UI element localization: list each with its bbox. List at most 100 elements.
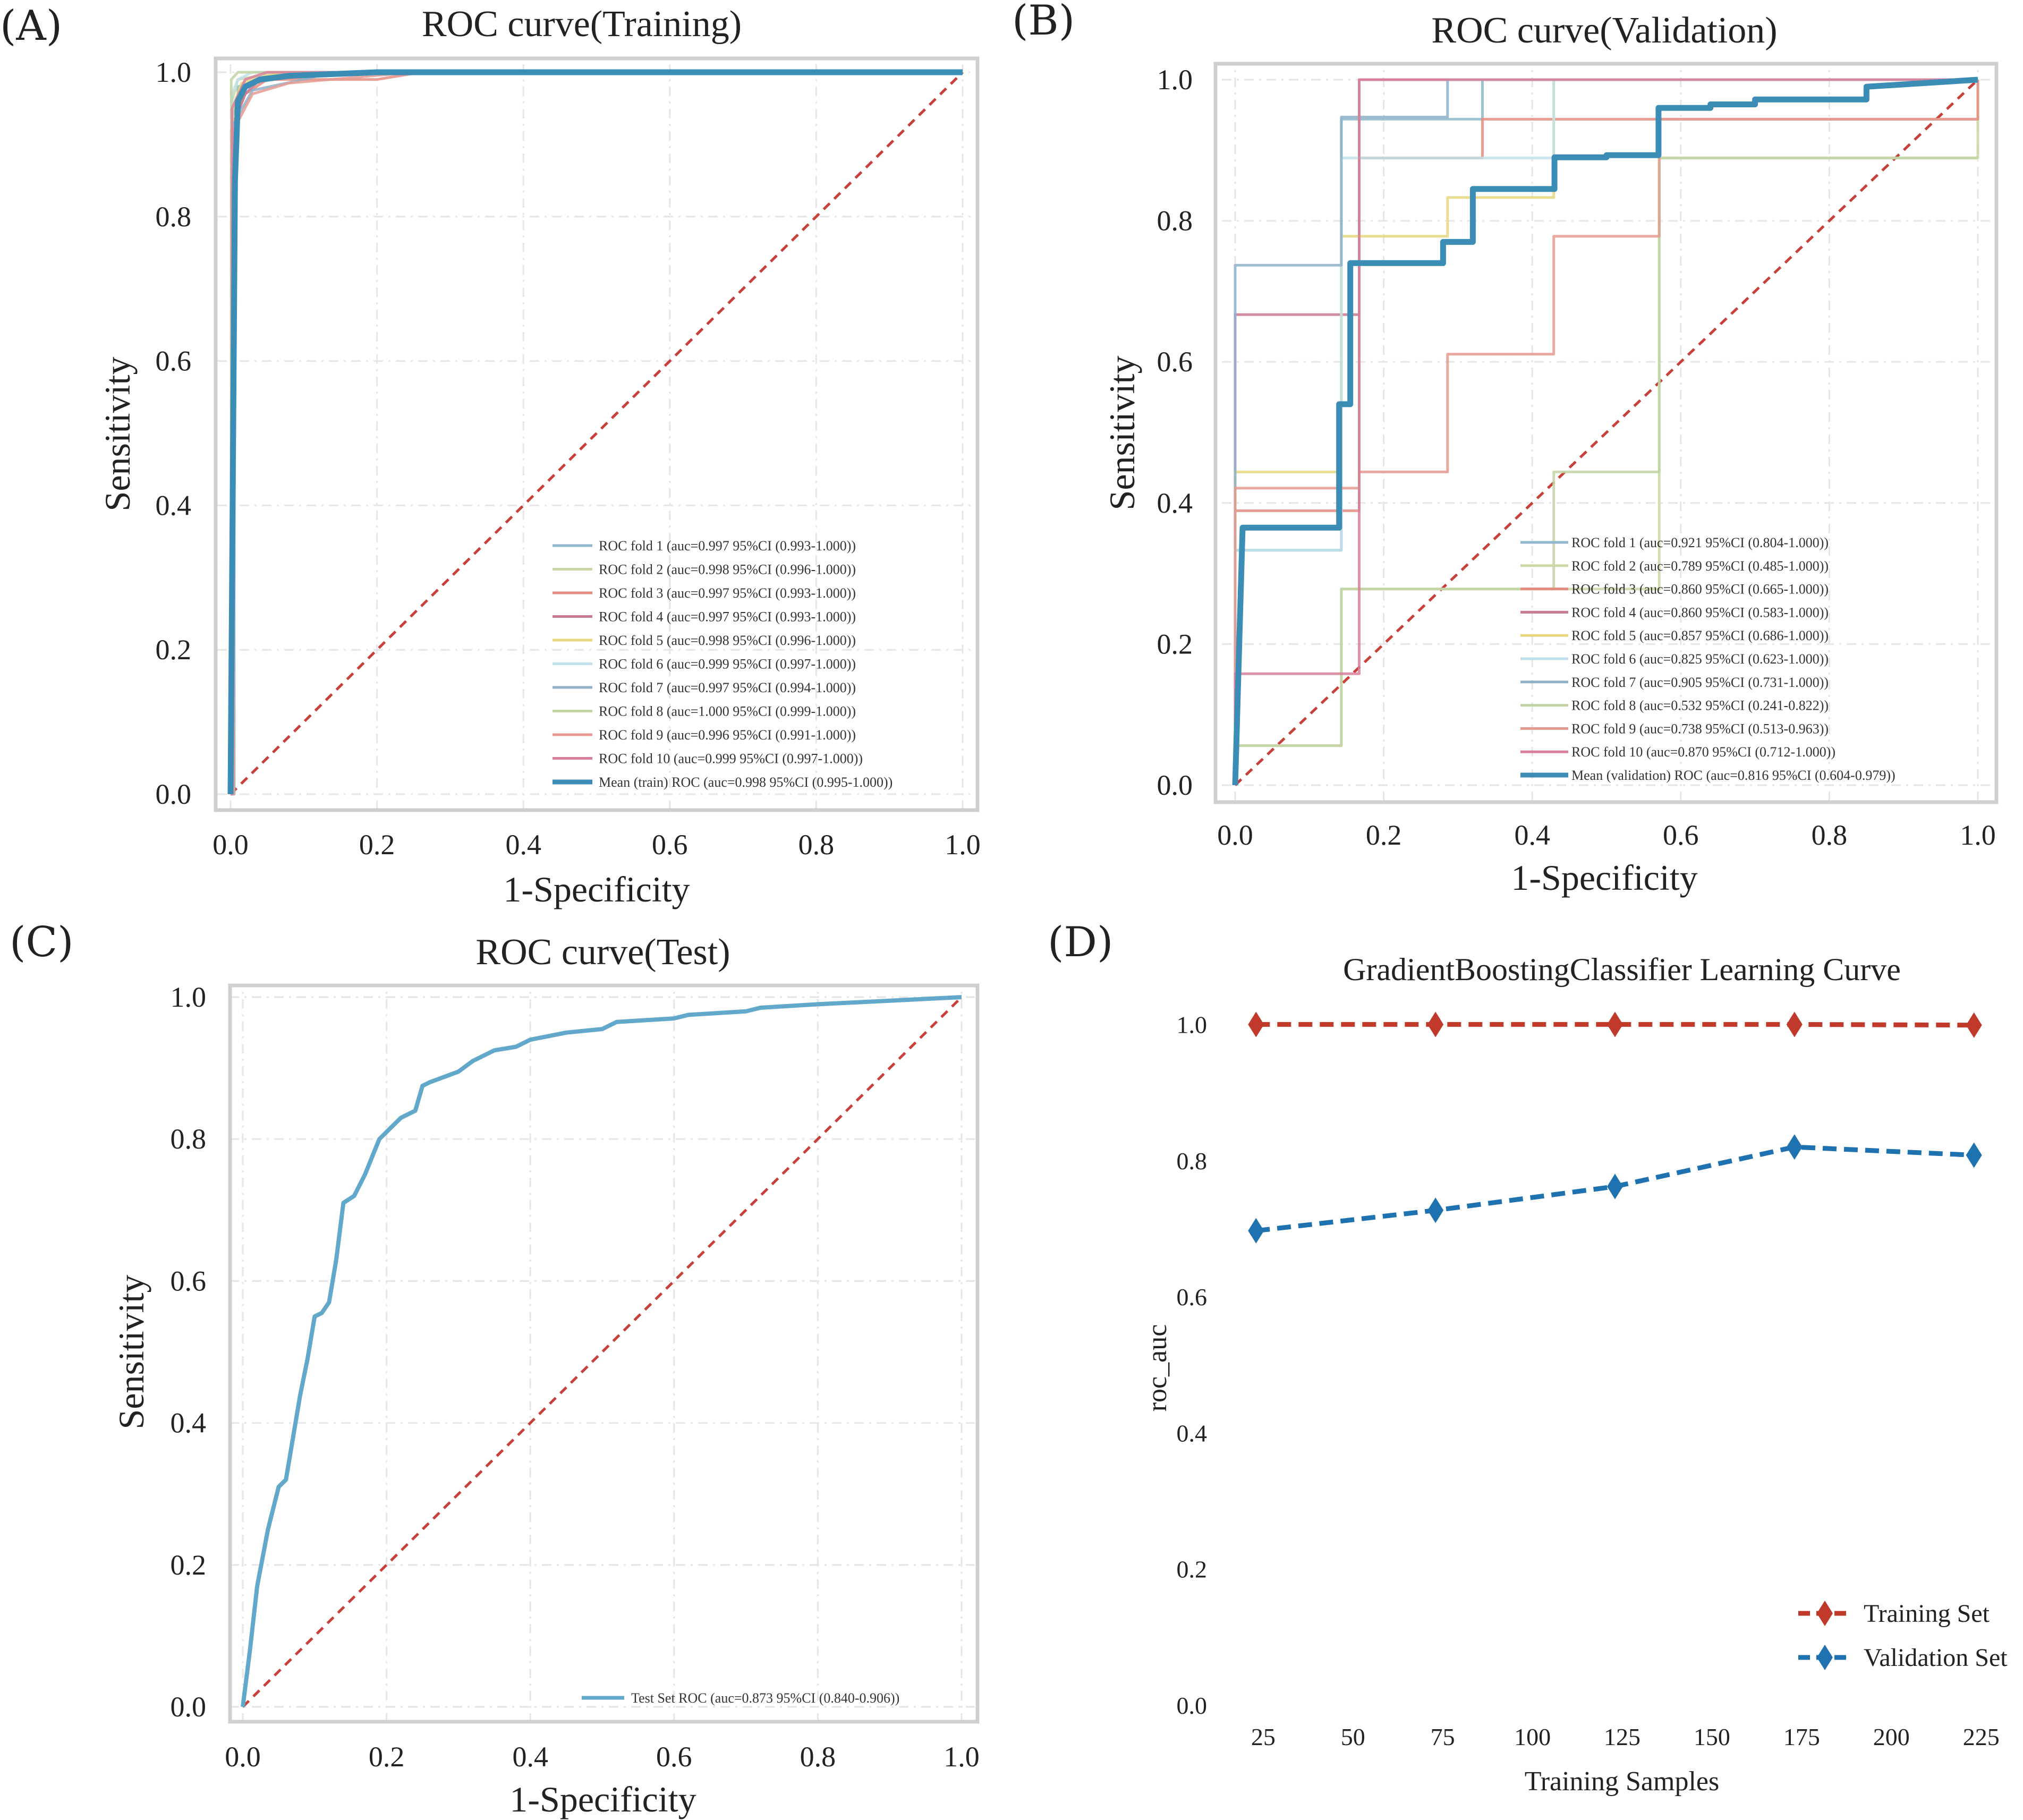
validation-set-marker (1786, 1134, 1803, 1160)
panel-c-xtick-label: 0.8 (800, 1741, 836, 1773)
panel-b-ytick-label: 0.0 (1157, 769, 1193, 801)
panel-a-xtick-label: 0.4 (505, 829, 541, 861)
panel-a-chance-line (230, 71, 964, 795)
panel-a-y-ticks: 0.0 0.2 0.4 0.6 0.8 1.0 (156, 56, 192, 810)
panel-a-ytick-label: 0.6 (156, 345, 192, 377)
panel-c-xtick-label: 0.6 (656, 1741, 692, 1773)
panel-b-frame (1213, 62, 1999, 804)
panel-d-legend-label: Training Set (1864, 1600, 1990, 1628)
panel-c-xtick-label: 0.4 (512, 1741, 548, 1773)
panel-b-ylabel: Sensitivity (1102, 356, 1142, 511)
panel-a-ytick-label: 0.2 (156, 634, 192, 666)
panel-b-legend-label: ROC fold 2 (auc=0.789 95%CI (0.485-1.000… (1571, 558, 1829, 574)
panel-d-title: GradientBoostingClassifier Learning Curv… (1343, 952, 1901, 987)
panel-b-fold-9-line (1234, 117, 1978, 785)
panel-c-series (241, 995, 962, 1707)
panel-label-a: (A) (0, 2, 62, 50)
panel-label-d: (D) (1048, 918, 1113, 966)
panel-d-xlabel: Training Samples (1525, 1766, 1719, 1797)
panel-d-xtick-label: 150 (1694, 1723, 1730, 1750)
panel-b-x-ticks: 0.0 0.2 0.4 0.6 0.8 1.0 (1217, 819, 1996, 851)
panel-b-ytick-label: 0.2 (1157, 628, 1193, 660)
panel-b-legend-label: ROC fold 9 (auc=0.738 95%CI (0.513-0.963… (1571, 721, 1829, 736)
panel-c-y-ticks: 0.0 0.2 0.4 0.6 0.8 1.0 (171, 981, 207, 1723)
panel-b-ytick-label: 0.4 (1157, 487, 1193, 519)
panel-a-ytick-label: 0.8 (156, 201, 192, 233)
panel-b-ytick-label: 1.0 (1157, 64, 1193, 96)
panel-a-xlabel: 1-Specificity (503, 869, 690, 909)
panel-b-legend-label: ROC fold 1 (auc=0.921 95%CI (0.804-1.000… (1571, 535, 1829, 550)
panel-c-ytick-label: 0.2 (171, 1549, 207, 1581)
panel-b-xtick-label: 0.4 (1514, 819, 1550, 851)
training-set-marker (1607, 1011, 1623, 1037)
panel-label-c: (C) (10, 918, 74, 966)
panel-b-legend-label: ROC fold 7 (auc=0.905 95%CI (0.731-1.000… (1571, 675, 1829, 690)
panel-a-legend-label: Mean (train) ROC (auc=0.998 95%CI (0.995… (599, 775, 892, 790)
panel-b-legend-label: Mean (validation) ROC (auc=0.816 95%CI (… (1571, 768, 1896, 783)
panel-c-ytick-label: 0.8 (171, 1123, 207, 1155)
panel-a-xtick-label: 0.6 (652, 829, 688, 861)
panel-a-legend-label: ROC fold 8 (auc=1.000 95%CI (0.999-1.000… (599, 704, 856, 719)
panel-a-ytick-label: 0.0 (156, 778, 192, 810)
panel-d-x-ticks: 25 50 75 100 125 150 175 200 225 (1251, 1723, 2000, 1750)
panel-d-ytick-label: 1.0 (1177, 1011, 1208, 1038)
panel-b-fold-2-line (1235, 80, 1979, 747)
panel-c-legend: Test Set ROC (auc=0.873 95%CI (0.840-0.9… (582, 1690, 899, 1706)
panel-a-frame (214, 56, 980, 812)
panel-b-legend-label: ROC fold 4 (auc=0.860 95%CI (0.583-1.000… (1571, 605, 1829, 620)
panel-d-ytick-label: 0.0 (1177, 1692, 1208, 1719)
panel-d-xtick-label: 175 (1783, 1723, 1820, 1750)
panel-d-xtick-label: 50 (1341, 1723, 1365, 1750)
panel-d-ytick-label: 0.8 (1177, 1147, 1208, 1175)
panel-d-ytick-label: 0.2 (1177, 1556, 1208, 1583)
training-set-marker (1786, 1011, 1803, 1037)
panel-c-chance-line (242, 996, 963, 1708)
training-set-line (1256, 1022, 1974, 1028)
panel-a-ytick-label: 0.4 (156, 489, 192, 521)
panel-b-legend: ROC fold 1 (auc=0.921 95%CI (0.804-1.000… (1520, 535, 1896, 783)
panel-c-test-roc-line (241, 995, 962, 1707)
training-set-marker (1248, 1011, 1264, 1037)
panel-d-xtick-label: 100 (1514, 1723, 1551, 1750)
panel-a-legend-label: ROC fold 4 (auc=0.997 95%CI (0.993-1.000… (599, 609, 856, 625)
panel-a-legend-label: ROC fold 5 (auc=0.998 95%CI (0.996-1.000… (599, 633, 856, 648)
panel-b-legend-label: ROC fold 6 (auc=0.825 95%CI (0.623-1.000… (1571, 651, 1829, 667)
panel-b-chart: ROC curve(Validation) 0.0 0.2 0.4 0.6 0.8 1.0… (1102, 10, 1999, 898)
panel-b-series (1232, 76, 1979, 786)
panel-c-ylabel: Sensitivity (111, 1275, 151, 1430)
panel-b-xtick-label: 0.0 (1217, 819, 1253, 851)
panel-b-mean-roc-line (1232, 76, 1978, 786)
panel-a-legend: ROC fold 1 (auc=0.997 95%CI (0.993-1.000… (552, 538, 892, 790)
panel-d-legend-label: Validation Set (1864, 1644, 2008, 1672)
panel-c-ytick-label: 0.6 (171, 1265, 207, 1297)
panel-d-ytick-label: 0.6 (1177, 1283, 1208, 1311)
training-set-marker (1427, 1011, 1444, 1037)
panel-d-xtick-label: 75 (1431, 1723, 1455, 1750)
panel-a-xtick-label: 0.2 (359, 829, 395, 861)
panel-b-xtick-label: 0.2 (1366, 819, 1402, 851)
panel-d-legend-marker (1817, 1601, 1833, 1626)
panel-c-ytick-label: 0.0 (171, 1691, 207, 1723)
validation-set-marker (1427, 1197, 1444, 1223)
panel-a-xtick-label: 1.0 (945, 829, 981, 861)
panel-d-legend-marker (1817, 1645, 1833, 1670)
panel-a-xtick-label: 0.0 (212, 829, 249, 861)
panel-d-chart: GradientBoostingClassifier Learning Curv… (1142, 952, 2008, 1797)
panel-a-xtick-label: 0.8 (798, 829, 835, 861)
panel-b-legend-label: ROC fold 5 (auc=0.857 95%CI (0.686-1.000… (1571, 628, 1829, 643)
panel-a-ylabel: Sensitivity (97, 357, 138, 512)
panel-b-xtick-label: 0.8 (1812, 819, 1848, 851)
panel-c-grid (230, 984, 975, 1723)
panel-a-ytick-label: 1.0 (156, 56, 192, 88)
panel-c-ytick-label: 1.0 (171, 981, 207, 1013)
panel-a-series (227, 69, 963, 796)
panel-c-xtick-label: 0.0 (225, 1741, 261, 1773)
panel-a-x-ticks: 0.0 0.2 0.4 0.6 0.8 1.0 (212, 829, 981, 861)
panel-a-mean-roc-line (227, 69, 963, 795)
panel-c-xtick-label: 1.0 (944, 1741, 980, 1773)
panel-b-ytick-label: 0.6 (1157, 346, 1193, 378)
panel-d-xtick-label: 200 (1873, 1723, 1910, 1750)
panel-c-xtick-label: 0.2 (369, 1741, 405, 1773)
panel-d-xtick-label: 125 (1604, 1723, 1640, 1750)
